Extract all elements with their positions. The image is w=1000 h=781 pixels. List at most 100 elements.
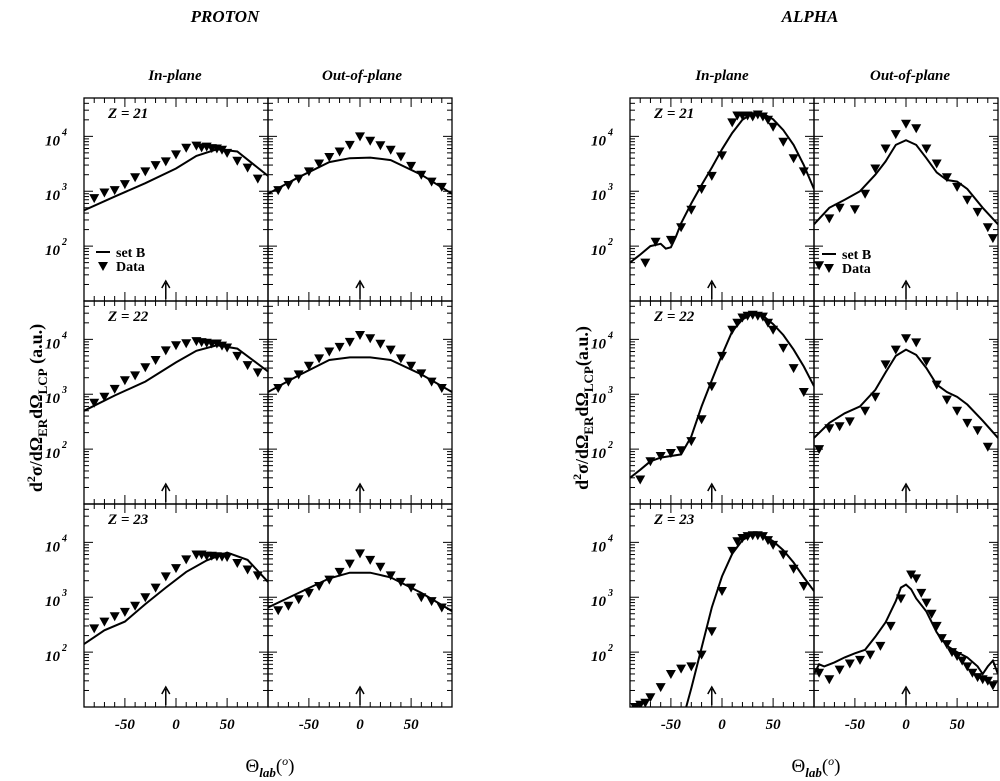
series-line-set-b: [84, 551, 268, 645]
x-tick-label: 0: [718, 717, 726, 733]
data-point: [778, 137, 789, 147]
data-point: [962, 195, 973, 205]
data-point: [824, 214, 835, 224]
data-point: [906, 570, 917, 580]
panel-data: [268, 132, 452, 196]
data-point: [895, 594, 906, 604]
data-point: [314, 354, 325, 364]
data-point: [406, 361, 417, 371]
y-tick-exponent: 2: [61, 643, 67, 654]
data-point: [982, 676, 993, 686]
y-tick-exponent: 3: [607, 182, 613, 193]
data-point: [89, 624, 100, 634]
data-point: [844, 417, 855, 427]
x-tick-label: -50: [115, 717, 135, 733]
y-tick-exponent: 3: [61, 182, 67, 193]
data-point: [293, 370, 304, 380]
data-point: [324, 347, 335, 357]
panel-data: [84, 550, 268, 645]
arrow-head: [707, 685, 717, 695]
alpha-column-label: Out-of-plane: [870, 68, 950, 84]
data-point: [99, 392, 110, 402]
data-point: [931, 159, 942, 169]
y-tick-label: 10: [45, 539, 61, 555]
data-point: [768, 540, 779, 550]
series-line-set-b: [268, 571, 452, 612]
y-tick-label: 10: [45, 446, 61, 462]
x-tick-label: 50: [220, 717, 236, 733]
data-point: [645, 693, 656, 703]
data-point: [171, 564, 181, 574]
data-point: [130, 173, 141, 183]
data-point: [334, 567, 345, 577]
data-point: [655, 683, 666, 693]
proton-column-label: Out-of-plane: [322, 68, 402, 84]
data-point: [160, 346, 171, 356]
data-point: [119, 607, 130, 617]
y-tick-label: 10: [45, 391, 61, 407]
data-point: [160, 157, 171, 167]
data-point: [824, 675, 835, 685]
panel-data: [630, 531, 814, 707]
y-tick-exponent: 2: [607, 643, 613, 654]
data-point: [344, 559, 355, 569]
data-point: [921, 598, 932, 608]
data-point: [727, 118, 738, 128]
data-point: [717, 587, 727, 596]
data-point: [936, 634, 947, 644]
data-point: [763, 115, 773, 125]
data-point: [252, 368, 263, 378]
data-point: [181, 555, 192, 565]
data-point: [344, 337, 355, 347]
panel-frame: [629, 300, 815, 505]
data-point: [947, 648, 957, 658]
data-point: [303, 588, 314, 598]
data-point: [982, 223, 993, 233]
data-point: [665, 235, 676, 245]
data-point: [916, 588, 927, 598]
data-point: [324, 153, 335, 162]
panel-data: [84, 337, 268, 412]
data-point: [788, 564, 799, 574]
arrow-head: [707, 279, 717, 289]
data-point: [650, 237, 661, 247]
data-point: [962, 662, 973, 672]
data-point: [706, 627, 717, 637]
data-point: [890, 130, 901, 140]
y-tick-exponent: 3: [607, 588, 613, 599]
y-tick-label: 10: [591, 594, 607, 610]
data-point: [911, 338, 922, 348]
panel-frame: [267, 97, 453, 302]
alpha-column-label: In-plane: [694, 68, 749, 84]
panel-data: [630, 110, 814, 268]
data-point: [957, 656, 968, 666]
data-point: [834, 422, 845, 432]
data-point: [757, 532, 768, 542]
data-point: [365, 334, 376, 344]
data-point: [217, 145, 227, 155]
y-tick-exponent: 3: [61, 385, 67, 396]
data-point: [686, 437, 697, 447]
data-point: [880, 360, 891, 370]
y-tick-exponent: 3: [607, 385, 613, 396]
x-tick-label: 50: [404, 717, 420, 733]
data-point: [814, 445, 825, 455]
data-point: [901, 334, 911, 344]
data-point: [798, 582, 809, 591]
data-point: [717, 151, 727, 161]
data-point: [171, 150, 181, 160]
y-tick-exponent: 2: [607, 237, 613, 248]
data-point: [416, 170, 427, 180]
y-tick-label: 10: [591, 336, 607, 352]
data-point: [293, 595, 304, 605]
data-point: [160, 572, 171, 582]
x-tick-label: 0: [356, 717, 364, 733]
legend-label-set-b: set B: [116, 246, 145, 261]
data-point: [273, 384, 284, 393]
data-point: [768, 122, 779, 132]
series-line-set-b: [268, 156, 452, 195]
data-point: [355, 331, 365, 340]
data-point: [252, 174, 263, 184]
x-tick-label: 50: [950, 717, 966, 733]
data-point: [911, 574, 922, 584]
